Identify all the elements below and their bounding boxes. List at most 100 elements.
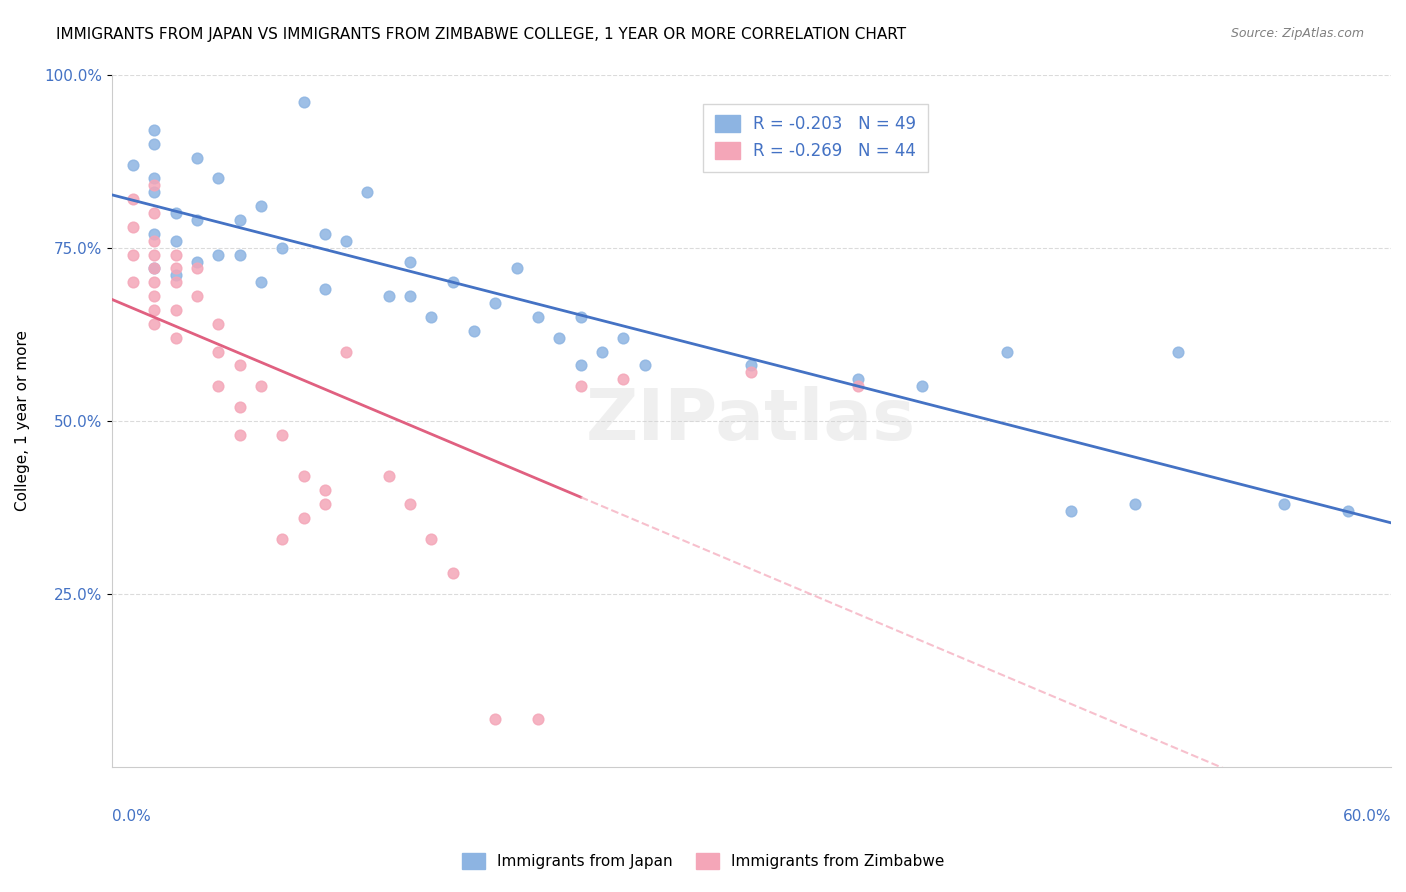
Point — [143, 261, 166, 276]
Point — [335, 344, 357, 359]
Point — [143, 136, 166, 151]
Point — [399, 289, 422, 303]
Point — [250, 276, 273, 290]
Point — [186, 289, 208, 303]
Point — [506, 261, 529, 276]
Point — [548, 331, 571, 345]
Text: 60.0%: 60.0% — [1343, 809, 1391, 824]
Point — [740, 365, 762, 379]
Point — [143, 289, 166, 303]
Point — [122, 192, 145, 206]
Point — [207, 317, 229, 331]
Y-axis label: College, 1 year or more: College, 1 year or more — [15, 330, 30, 511]
Point — [484, 712, 506, 726]
Point — [186, 261, 208, 276]
Point — [911, 379, 934, 393]
Point — [228, 247, 250, 261]
Point — [356, 186, 378, 200]
Point — [527, 712, 550, 726]
Point — [143, 206, 166, 220]
Text: 0.0%: 0.0% — [111, 809, 150, 824]
Point — [165, 331, 187, 345]
Point — [122, 276, 145, 290]
Point — [846, 372, 869, 386]
Point — [165, 247, 187, 261]
Point — [441, 276, 464, 290]
Point — [250, 379, 273, 393]
Point — [420, 532, 443, 546]
Point — [143, 171, 166, 186]
Point — [143, 303, 166, 318]
Point — [143, 247, 166, 261]
Point — [143, 234, 166, 248]
Point — [143, 123, 166, 137]
Point — [228, 213, 250, 227]
Point — [207, 379, 229, 393]
Point — [292, 469, 315, 483]
Point — [634, 359, 657, 373]
Point — [463, 324, 485, 338]
Point — [1123, 497, 1146, 511]
Point — [740, 359, 762, 373]
Point — [378, 289, 401, 303]
Point — [1060, 504, 1083, 518]
Point — [846, 379, 869, 393]
Point — [122, 219, 145, 234]
Point — [165, 206, 187, 220]
Legend: R = -0.203   N = 49, R = -0.269   N = 44: R = -0.203 N = 49, R = -0.269 N = 44 — [703, 103, 928, 171]
Point — [314, 282, 336, 296]
Point — [569, 310, 592, 324]
Point — [995, 344, 1018, 359]
Point — [186, 254, 208, 268]
Point — [143, 178, 166, 193]
Point — [122, 158, 145, 172]
Point — [292, 95, 315, 110]
Point — [314, 483, 336, 498]
Point — [186, 151, 208, 165]
Point — [399, 497, 422, 511]
Point — [122, 247, 145, 261]
Point — [314, 497, 336, 511]
Point — [420, 310, 443, 324]
Point — [207, 247, 229, 261]
Point — [228, 359, 250, 373]
Point — [186, 213, 208, 227]
Point — [569, 359, 592, 373]
Legend: Immigrants from Japan, Immigrants from Zimbabwe: Immigrants from Japan, Immigrants from Z… — [456, 847, 950, 875]
Text: ZIPatlas: ZIPatlas — [586, 386, 917, 456]
Point — [271, 427, 294, 442]
Point — [441, 566, 464, 581]
Point — [1274, 497, 1296, 511]
Point — [165, 303, 187, 318]
Point — [484, 296, 506, 310]
Point — [612, 372, 634, 386]
Point — [292, 511, 315, 525]
Point — [314, 227, 336, 241]
Point — [165, 276, 187, 290]
Point — [527, 310, 550, 324]
Point — [399, 254, 422, 268]
Point — [250, 199, 273, 213]
Point — [569, 379, 592, 393]
Point — [165, 268, 187, 283]
Point — [207, 171, 229, 186]
Point — [143, 276, 166, 290]
Point — [143, 186, 166, 200]
Point — [1337, 504, 1360, 518]
Point — [207, 344, 229, 359]
Point — [612, 331, 634, 345]
Text: Source: ZipAtlas.com: Source: ZipAtlas.com — [1230, 27, 1364, 40]
Point — [1167, 344, 1189, 359]
Point — [143, 227, 166, 241]
Point — [378, 469, 401, 483]
Text: IMMIGRANTS FROM JAPAN VS IMMIGRANTS FROM ZIMBABWE COLLEGE, 1 YEAR OR MORE CORREL: IMMIGRANTS FROM JAPAN VS IMMIGRANTS FROM… — [56, 27, 907, 42]
Point — [165, 234, 187, 248]
Point — [335, 234, 357, 248]
Point — [271, 532, 294, 546]
Point — [143, 261, 166, 276]
Point — [228, 400, 250, 414]
Point — [271, 241, 294, 255]
Point — [165, 261, 187, 276]
Point — [591, 344, 613, 359]
Point — [143, 317, 166, 331]
